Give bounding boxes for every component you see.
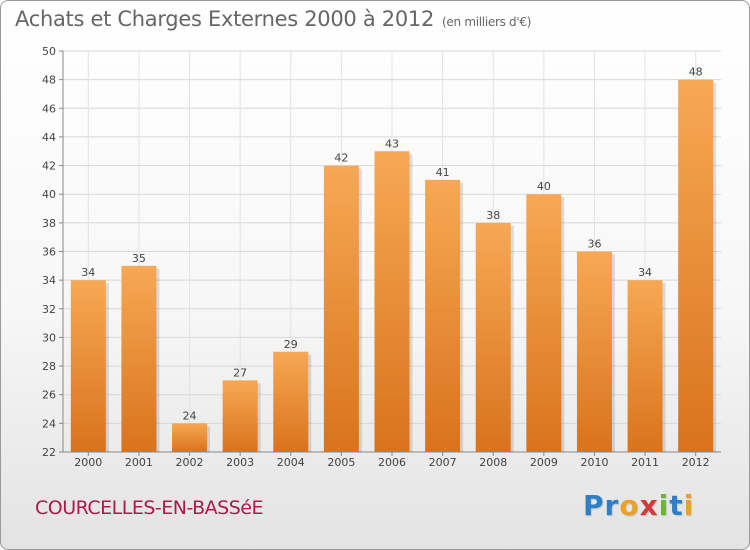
logo-letter: x [639,489,659,522]
bar [121,265,157,452]
y-tick-label: 48 [42,74,56,87]
bar-value-label: 27 [233,366,247,379]
y-tick-label: 34 [42,274,56,287]
logo-letter: i [683,489,695,522]
logo-letter: o [619,489,640,522]
chart-unit: (en milliers d'€) [442,15,532,29]
y-tick-label: 44 [42,131,56,144]
bar [678,79,714,453]
x-tick-label: 2003 [226,456,254,469]
x-tick-label: 2002 [176,456,204,469]
y-tick-label: 42 [42,160,56,173]
x-tick-label: 2007 [429,456,457,469]
city-name: COURCELLES-EN-BASSéE [35,497,264,519]
bar-value-label: 41 [436,166,450,179]
y-tick-label: 40 [42,188,56,201]
logo-letter: i [658,489,670,522]
logo-letter: t [669,489,684,522]
bar-layer [70,79,717,453]
bar-value-label: 24 [183,409,197,422]
label-layer: 34 35 24 27 29 42 43 41 38 40 36 34 48 [81,66,702,423]
bar [323,165,359,453]
logo-letter: r [604,489,620,522]
proxiti-logo[interactable]: Proxiti [583,489,694,522]
y-tick-label: 50 [42,45,56,58]
bar-value-label: 43 [385,137,399,150]
bar-value-label: 34 [81,266,95,279]
bar-value-label: 36 [587,238,601,251]
bar [576,251,612,452]
bar-value-label: 35 [132,252,146,265]
x-tick-label: 2004 [277,456,305,469]
bar [172,423,208,452]
x-tick-label: 2011 [631,456,659,469]
bar-value-label: 42 [334,152,348,165]
y-tick-label: 30 [42,331,56,344]
bar [425,179,461,452]
bar [526,194,562,452]
chart-title-text: Achats et Charges Externes 2000 à 2012 [15,7,435,31]
y-tick-label: 28 [42,360,56,373]
x-tick-label: 2009 [530,456,558,469]
y-tick-label: 46 [42,102,56,115]
x-tick-label: 2006 [378,456,406,469]
x-tick-label: 2012 [682,456,710,469]
bar [627,280,663,452]
y-tick-label: 36 [42,246,56,259]
bar-value-label: 34 [638,266,652,279]
y-tick-label: 32 [42,303,56,316]
chart-title: Achats et Charges Externes 2000 à 2012 (e… [15,7,531,31]
bar [70,280,106,452]
bar-value-label: 40 [537,180,551,193]
bar [273,351,309,452]
x-tick-label: 2000 [74,456,102,469]
x-tick-label: 2005 [327,456,355,469]
x-tick-label: 2010 [580,456,608,469]
x-tick-label: 2001 [125,456,153,469]
bar [475,222,511,452]
y-tick-label: 24 [42,417,56,430]
logo-letter: P [583,489,605,522]
bar-value-label: 29 [284,338,298,351]
y-tick-label: 26 [42,389,56,402]
y-tick-label: 38 [42,217,56,230]
bar-value-label: 48 [689,66,703,79]
bar-value-label: 38 [486,209,500,222]
x-tick-label: 2008 [479,456,507,469]
y-tick-label: 22 [42,446,56,459]
bar [222,380,258,452]
bar [374,151,410,452]
